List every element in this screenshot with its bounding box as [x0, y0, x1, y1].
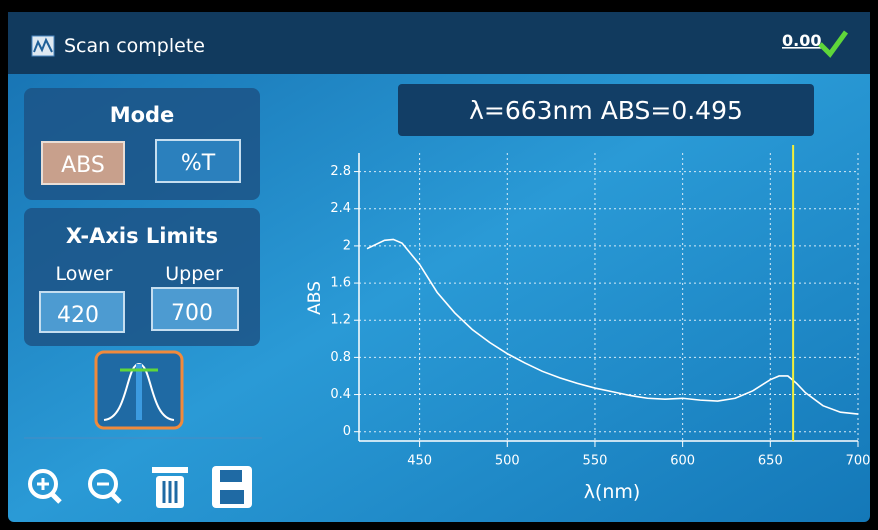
- abs-button-label[interactable]: ABS: [61, 153, 105, 178]
- screen: Scan complete 0.00 Mode ABS %T X-Axis Li…: [0, 0, 878, 530]
- lower-value[interactable]: 420: [57, 303, 99, 328]
- auto-scale-icon-bar[interactable]: [136, 364, 142, 420]
- x-axis-label: λ(nm): [584, 481, 641, 503]
- mode-title: Mode: [110, 103, 175, 127]
- y-tick-label: 1.6: [330, 276, 351, 291]
- x-tick-label: 450: [407, 454, 432, 469]
- y-tick-label: 2.4: [330, 201, 351, 216]
- y-tick-label: 1.2: [330, 313, 351, 328]
- y-tick-label: 0: [343, 424, 351, 439]
- readout: λ=663nm ABS=0.495: [469, 96, 743, 125]
- x-tick-label: 550: [583, 454, 608, 469]
- lower-label: Lower: [56, 263, 113, 285]
- header-title: Scan complete: [64, 35, 205, 57]
- delete-lid[interactable]: [152, 467, 188, 473]
- y-tick-label: 0.8: [330, 350, 351, 365]
- x-tick-label: 600: [670, 454, 695, 469]
- limits-title: X-Axis Limits: [66, 224, 218, 248]
- upper-value[interactable]: 700: [171, 301, 213, 326]
- y-tick-label: 2.8: [330, 164, 351, 179]
- x-tick-label: 650: [758, 454, 783, 469]
- y-tick-label: 2: [343, 238, 351, 253]
- x-tick-label: 700: [846, 454, 871, 469]
- upper-label: Upper: [165, 263, 223, 285]
- x-tick-label: 500: [495, 454, 520, 469]
- reading: 0.00: [782, 31, 821, 50]
- save-slot[interactable]: [220, 470, 242, 482]
- y-tick-label: 0.4: [330, 387, 351, 402]
- percent-t-button-label[interactable]: %T: [181, 151, 216, 176]
- y-axis-label: ABS: [305, 281, 325, 315]
- save-label[interactable]: [220, 490, 244, 504]
- page: {"header": {"title": "Scan complete", "r…: [0, 0, 878, 530]
